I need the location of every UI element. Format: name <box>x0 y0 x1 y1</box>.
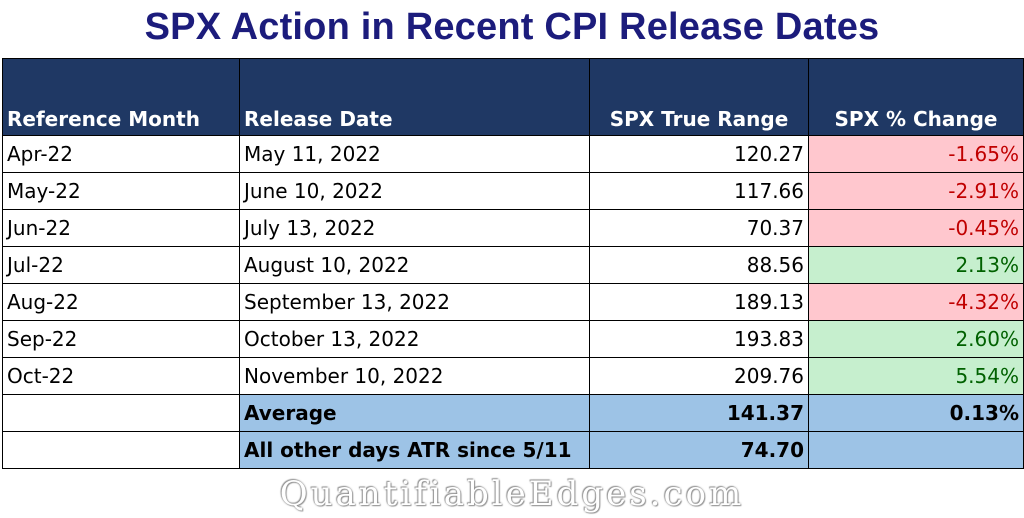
release-date-cell: August 10, 2022 <box>239 246 590 284</box>
summary-true-range-cell: 141.37 <box>589 394 809 432</box>
summary-row: All other days ATR since 5/11 74.70 <box>2 431 1024 469</box>
table-row: Jun-22 July 13, 2022 70.37 -0.45% <box>2 209 1024 247</box>
summary-label-cell: Average <box>239 394 590 432</box>
header-true-range: SPX True Range <box>589 58 809 136</box>
pct-change-cell: -0.45% <box>808 209 1024 247</box>
table-row: Oct-22 November 10, 2022 209.76 5.54% <box>2 357 1024 395</box>
summary-true-range-cell: 74.70 <box>589 431 809 469</box>
summary-pct-change-cell <box>808 431 1024 469</box>
release-date-cell: September 13, 2022 <box>239 283 590 321</box>
table-row: Jul-22 August 10, 2022 88.56 2.13% <box>2 246 1024 284</box>
summary-blank-cell <box>2 431 240 469</box>
table-row: Apr-22 May 11, 2022 120.27 -1.65% <box>2 135 1024 173</box>
true-range-cell: 193.83 <box>589 320 809 358</box>
table-body: Apr-22 May 11, 2022 120.27 -1.65% May-22 June… <box>2 135 1024 469</box>
header-reference-month: Reference Month <box>2 58 240 136</box>
reference-month-cell: May-22 <box>2 172 240 210</box>
release-date-cell: July 13, 2022 <box>239 209 590 247</box>
pct-change-cell: 2.60% <box>808 320 1024 358</box>
reference-month-cell: Oct-22 <box>2 357 240 395</box>
pct-change-cell: -1.65% <box>808 135 1024 173</box>
true-range-cell: 88.56 <box>589 246 809 284</box>
pct-change-cell: 2.13% <box>808 246 1024 284</box>
reference-month-cell: Aug-22 <box>2 283 240 321</box>
true-range-cell: 120.27 <box>589 135 809 173</box>
header-row: Reference Month Release Date SPX True Ra… <box>2 58 1024 136</box>
release-date-cell: October 13, 2022 <box>239 320 590 358</box>
header-release-date: Release Date <box>239 58 590 136</box>
release-date-cell: May 11, 2022 <box>239 135 590 173</box>
reference-month-cell: Jun-22 <box>2 209 240 247</box>
cpi-release-table: Reference Month Release Date SPX True Ra… <box>2 58 1024 469</box>
release-date-cell: June 10, 2022 <box>239 172 590 210</box>
reference-month-cell: Sep-22 <box>2 320 240 358</box>
summary-row: Average 141.37 0.13% <box>2 394 1024 432</box>
pct-change-cell: -2.91% <box>808 172 1024 210</box>
pct-change-cell: -4.32% <box>808 283 1024 321</box>
release-date-cell: November 10, 2022 <box>239 357 590 395</box>
header-pct-change: SPX % Change <box>808 58 1024 136</box>
table-row: Sep-22 October 13, 2022 193.83 2.60% <box>2 320 1024 358</box>
table-row: Aug-22 September 13, 2022 189.13 -4.32% <box>2 283 1024 321</box>
watermark-logo: QuantifiableEdges.com <box>279 474 745 514</box>
pct-change-cell: 5.54% <box>808 357 1024 395</box>
summary-blank-cell <box>2 394 240 432</box>
chart-title: SPX Action in Recent CPI Release Dates <box>144 6 880 48</box>
true-range-cell: 189.13 <box>589 283 809 321</box>
reference-month-cell: Jul-22 <box>2 246 240 284</box>
summary-pct-change-cell: 0.13% <box>808 394 1024 432</box>
true-range-cell: 70.37 <box>589 209 809 247</box>
summary-label-cell: All other days ATR since 5/11 <box>239 431 590 469</box>
reference-month-cell: Apr-22 <box>2 135 240 173</box>
true-range-cell: 117.66 <box>589 172 809 210</box>
true-range-cell: 209.76 <box>589 357 809 395</box>
table-row: May-22 June 10, 2022 117.66 -2.91% <box>2 172 1024 210</box>
